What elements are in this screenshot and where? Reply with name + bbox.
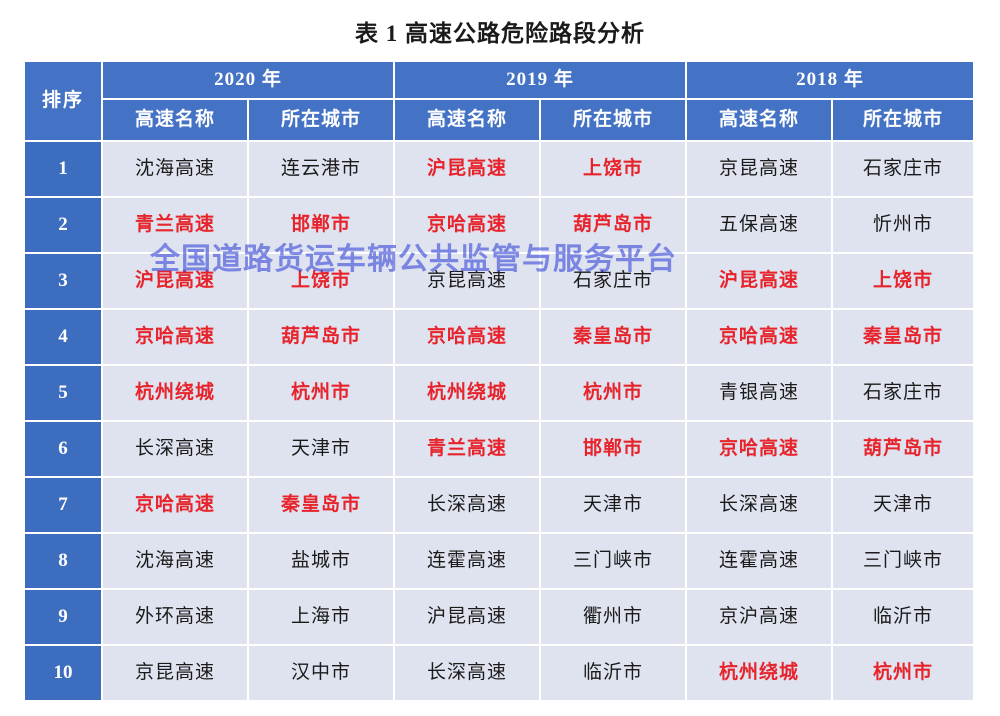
cell-2020-highway-name: 京昆高速: [103, 646, 249, 702]
table-row: 7 京哈高速 秦皇岛市 长深高速 天津市 长深高速 天津市: [25, 478, 976, 534]
rank-value: 8: [25, 534, 103, 590]
cell-2020-city: 天津市: [249, 422, 396, 478]
rank-value: 6: [25, 422, 103, 478]
cell-2018-highway-name: 青银高速: [687, 366, 834, 422]
cell-2020-city: 杭州市: [249, 366, 396, 422]
cell-2018-highway-name: 连霍高速: [687, 534, 834, 590]
cell-2020-highway-name: 外环高速: [103, 590, 249, 646]
cell-2018-city: 石家庄市: [833, 366, 976, 422]
page-title: 表 1 高速公路危险路段分析: [355, 21, 645, 46]
year-group-header-2020: 2020 年: [103, 62, 396, 100]
rank-value: 7: [25, 478, 103, 534]
cell-2019-highway-name: 沪昆高速: [395, 590, 542, 646]
table-header-year-row: 排序 2020 年 2019 年 2018 年: [25, 62, 976, 142]
cell-2019-highway-name: 京昆高速: [395, 254, 542, 310]
table-row: 8 沈海高速 盐城市 连霍高速 三门峡市 连霍高速 三门峡市: [25, 534, 976, 590]
cell-2019-city: 杭州市: [541, 366, 688, 422]
cell-2019-city: 衢州市: [541, 590, 688, 646]
cell-2018-highway-name: 京沪高速: [687, 590, 834, 646]
cell-2019-city: 秦皇岛市: [541, 310, 688, 366]
rank-value: 10: [25, 646, 103, 702]
cell-2018-highway-name: 京哈高速: [687, 310, 834, 366]
rank-value: 1: [25, 142, 103, 198]
cell-2020-highway-name: 杭州绕城: [103, 366, 249, 422]
cell-2020-highway-name: 沈海高速: [103, 142, 249, 198]
cell-2018-highway-name: 沪昆高速: [687, 254, 834, 310]
cell-2020-city: 盐城市: [249, 534, 396, 590]
cell-2019-highway-name: 京哈高速: [395, 198, 542, 254]
cell-2019-city: 上饶市: [541, 142, 688, 198]
subheader-2018-city: 所在城市: [833, 100, 976, 142]
table-row: 3 沪昆高速 上饶市 京昆高速 石家庄市 沪昆高速 上饶市: [25, 254, 976, 310]
cell-2019-city: 葫芦岛市: [541, 198, 688, 254]
year-group-header-2019: 2019 年: [395, 62, 688, 100]
cell-2018-city: 临沂市: [833, 590, 976, 646]
table-body: 排序 2020 年 2019 年 2018 年 高速名称 所在城市 高速名称 所…: [25, 62, 976, 702]
subheader-2019-highway-name: 高速名称: [395, 100, 542, 142]
cell-2020-city: 秦皇岛市: [249, 478, 396, 534]
cell-2019-highway-name: 杭州绕城: [395, 366, 542, 422]
cell-2018-city: 三门峡市: [833, 534, 976, 590]
subheader-2020-highway-name: 高速名称: [103, 100, 249, 142]
cell-2018-highway-name: 京昆高速: [687, 142, 834, 198]
cell-2018-city: 石家庄市: [833, 142, 976, 198]
table-row: 4 京哈高速 葫芦岛市 京哈高速 秦皇岛市 京哈高速 秦皇岛市: [25, 310, 976, 366]
analysis-table-container: 排序 2020 年 2019 年 2018 年 高速名称 所在城市 高速名称 所…: [25, 62, 976, 702]
cell-2020-highway-name: 青兰高速: [103, 198, 249, 254]
table-row: 9 外环高速 上海市 沪昆高速 衢州市 京沪高速 临沂市: [25, 590, 976, 646]
cell-2018-city: 杭州市: [833, 646, 976, 702]
highway-risk-table: 排序 2020 年 2019 年 2018 年 高速名称 所在城市 高速名称 所…: [25, 62, 976, 702]
cell-2018-city: 葫芦岛市: [833, 422, 976, 478]
cell-2020-highway-name: 沪昆高速: [103, 254, 249, 310]
cell-2018-highway-name: 长深高速: [687, 478, 834, 534]
cell-2019-city: 三门峡市: [541, 534, 688, 590]
cell-2018-city: 秦皇岛市: [833, 310, 976, 366]
table-row: 1 沈海高速 连云港市 沪昆高速 上饶市 京昆高速 石家庄市: [25, 142, 976, 198]
cell-2018-city: 天津市: [833, 478, 976, 534]
cell-2020-city: 邯郸市: [249, 198, 396, 254]
table-row: 2 青兰高速 邯郸市 京哈高速 葫芦岛市 五保高速 忻州市: [25, 198, 976, 254]
cell-2020-highway-name: 长深高速: [103, 422, 249, 478]
rank-value: 9: [25, 590, 103, 646]
cell-2020-highway-name: 京哈高速: [103, 310, 249, 366]
table-header-sub-row: 高速名称 所在城市 高速名称 所在城市 高速名称 所在城市: [25, 100, 976, 142]
cell-2019-highway-name: 沪昆高速: [395, 142, 542, 198]
cell-2020-city: 葫芦岛市: [249, 310, 396, 366]
cell-2019-highway-name: 京哈高速: [395, 310, 542, 366]
cell-2020-city: 汉中市: [249, 646, 396, 702]
subheader-2018-highway-name: 高速名称: [687, 100, 834, 142]
cell-2019-highway-name: 长深高速: [395, 646, 542, 702]
cell-2020-city: 上海市: [249, 590, 396, 646]
table-row: 6 长深高速 天津市 青兰高速 邯郸市 京哈高速 葫芦岛市: [25, 422, 976, 478]
cell-2018-city: 上饶市: [833, 254, 976, 310]
cell-2018-highway-name: 杭州绕城: [687, 646, 834, 702]
cell-2018-highway-name: 五保高速: [687, 198, 834, 254]
rank-value: 5: [25, 366, 103, 422]
rank-value: 4: [25, 310, 103, 366]
year-group-header-2018: 2018 年: [687, 62, 976, 100]
table-row: 5 杭州绕城 杭州市 杭州绕城 杭州市 青银高速 石家庄市: [25, 366, 976, 422]
table-row: 10 京昆高速 汉中市 长深高速 临沂市 杭州绕城 杭州市: [25, 646, 976, 702]
cell-2019-city: 天津市: [541, 478, 688, 534]
cell-2020-highway-name: 京哈高速: [103, 478, 249, 534]
cell-2019-city: 邯郸市: [541, 422, 688, 478]
cell-2018-highway-name: 京哈高速: [687, 422, 834, 478]
subheader-2019-city: 所在城市: [541, 100, 688, 142]
rank-column-header: 排序: [25, 62, 103, 142]
cell-2018-city: 忻州市: [833, 198, 976, 254]
cell-2020-city: 上饶市: [249, 254, 396, 310]
rank-value: 3: [25, 254, 103, 310]
cell-2020-highway-name: 沈海高速: [103, 534, 249, 590]
cell-2019-highway-name: 长深高速: [395, 478, 542, 534]
cell-2019-highway-name: 连霍高速: [395, 534, 542, 590]
cell-2019-city: 临沂市: [541, 646, 688, 702]
rank-value: 2: [25, 198, 103, 254]
cell-2020-city: 连云港市: [249, 142, 396, 198]
cell-2019-city: 石家庄市: [541, 254, 688, 310]
subheader-2020-city: 所在城市: [249, 100, 396, 142]
cell-2019-highway-name: 青兰高速: [395, 422, 542, 478]
